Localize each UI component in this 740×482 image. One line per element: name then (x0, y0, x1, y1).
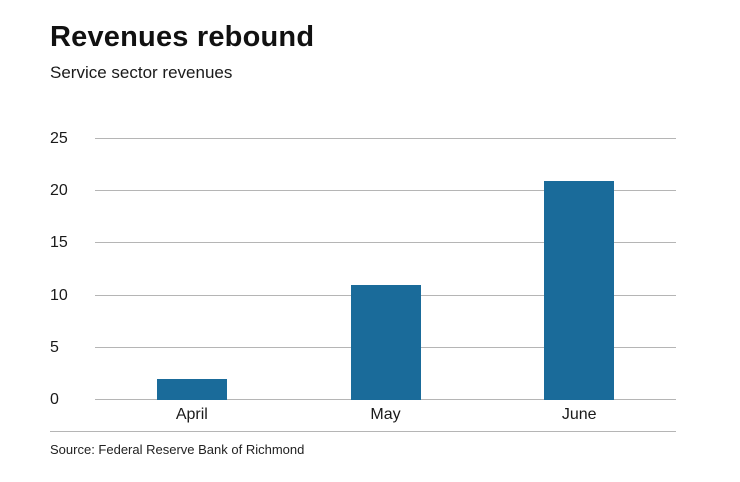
x-axis: April May June (95, 400, 676, 424)
bar-april (156, 379, 227, 400)
gridline-25 (95, 137, 676, 139)
gridline-20 (95, 190, 676, 192)
y-tick-label-10: 10 (50, 286, 68, 304)
bar-june (544, 180, 615, 400)
y-tick-label-5: 5 (50, 338, 59, 356)
plot-area (95, 137, 676, 400)
y-axis: 0 5 10 15 20 25 (50, 130, 95, 407)
bar-may (350, 285, 421, 400)
bar-slot-june (482, 139, 676, 400)
bottom-axis-rule (50, 430, 676, 432)
x-tick-label-april: April (175, 405, 208, 423)
chart-plot-row: 0 5 10 15 20 25 (50, 130, 676, 407)
y-tick-label-0: 0 (50, 390, 59, 408)
gridline-15 (95, 242, 676, 244)
x-tick-label-may: May (370, 405, 401, 423)
chart-subtitle: Service sector revenues (50, 62, 233, 82)
chart-title: Revenues rebound (50, 21, 315, 53)
bars (95, 139, 676, 400)
x-tick-label-june: June (561, 405, 597, 423)
bar-slot-april (95, 139, 289, 400)
bar-slot-may (289, 139, 483, 400)
y-tick-label-15: 15 (50, 234, 68, 252)
y-tick-label-20: 20 (50, 182, 68, 200)
bar-chart: 0 5 10 15 20 25 April May June (50, 130, 676, 432)
y-tick-label-25: 25 (50, 129, 68, 147)
source-credit: Source: Federal Reserve Bank of Richmond (50, 441, 305, 457)
